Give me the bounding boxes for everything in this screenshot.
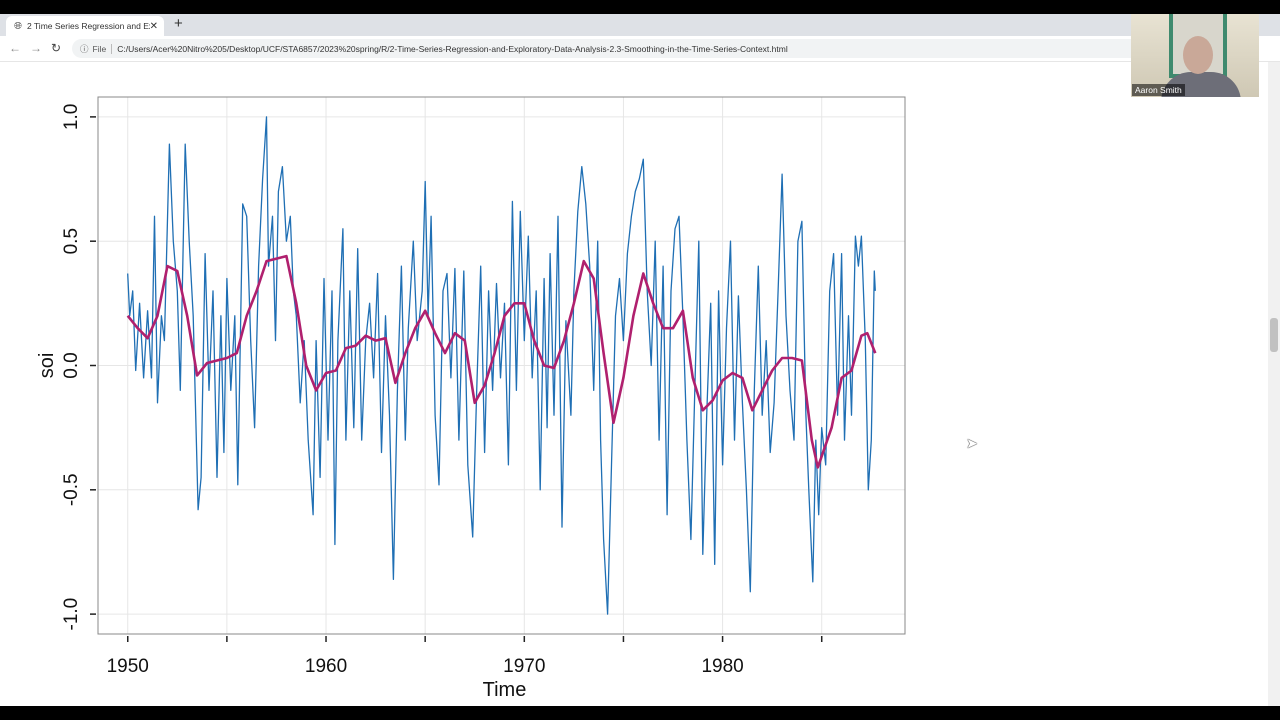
tab-title: 2 Time Series Regression and Exp	[27, 21, 150, 31]
scrollbar[interactable]	[1268, 62, 1280, 706]
mouse-cursor-icon: ➤	[966, 435, 978, 451]
bottom-letterbox	[0, 706, 1280, 720]
plot-frame	[97, 96, 906, 635]
x-tick-label: 1980	[701, 656, 743, 677]
top-letterbox	[0, 0, 1280, 14]
browser-tab[interactable]: 🌐︎ 2 Time Series Regression and Exp ✕	[6, 16, 164, 36]
x-tick-label: 1960	[305, 656, 347, 677]
url-input[interactable]: ⓘ File C:/Users/Acer%20Nitro%205/Desktop…	[72, 39, 1152, 58]
file-label: File	[93, 43, 113, 54]
url-text: C:/Users/Acer%20Nitro%205/Desktop/UCF/ST…	[117, 43, 788, 54]
y-tick-label: -0.5	[61, 473, 82, 506]
soi-chart: 1950 1960 1970 1980 -1.0 -0.5 0.0 0.5 1.0 Time soi	[36, 96, 906, 701]
webcam-name-label: Aaron Smith	[1132, 84, 1185, 96]
globe-icon: 🌐︎	[14, 20, 22, 32]
x-tick-label: 1950	[107, 656, 149, 677]
close-tab-icon[interactable]: ✕	[149, 20, 158, 32]
webcam-person-head	[1183, 36, 1213, 74]
y-tick-label: -1.0	[61, 598, 82, 631]
y-axis-label: soi	[36, 353, 58, 379]
series-line-raw	[127, 116, 876, 615]
y-tick-label: 0.5	[61, 228, 82, 254]
reload-icon[interactable]: ↻	[51, 41, 62, 55]
series-line-smooth	[126, 254, 877, 469]
tab-bar: 🌐︎ 2 Time Series Regression and Exp ✕ +	[0, 14, 1280, 36]
info-icon: ⓘ	[80, 43, 89, 54]
scrollbar-thumb[interactable]	[1270, 318, 1278, 352]
back-icon[interactable]: ←	[9, 41, 21, 55]
y-tick-label: 1.0	[61, 104, 82, 130]
webcam-overlay: Aaron Smith	[1131, 14, 1259, 97]
forward-icon[interactable]: →	[30, 41, 42, 55]
x-axis-label: Time	[483, 679, 527, 701]
address-bar: ← → ↻ ⓘ File C:/Users/Acer%20Nitro%205/D…	[0, 36, 1280, 62]
y-tick-label: 0.0	[61, 352, 82, 378]
x-tick-label: 1970	[503, 656, 545, 677]
new-tab-button[interactable]: +	[174, 15, 183, 32]
